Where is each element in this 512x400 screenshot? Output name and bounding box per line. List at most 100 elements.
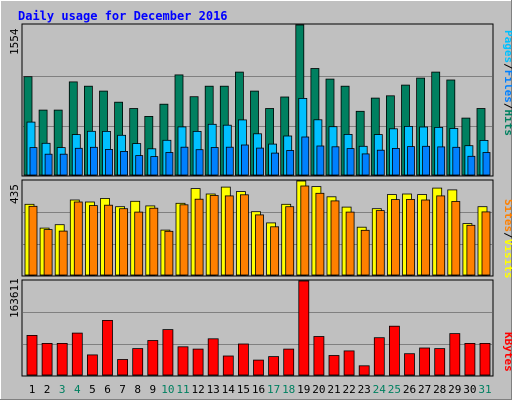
legend-top: Pages/Files/Hits: [502, 30, 512, 136]
bar-sites: [270, 226, 280, 276]
bar-sites: [194, 198, 204, 276]
bar-kbytes: [56, 342, 68, 376]
bar-sites: [73, 201, 83, 276]
x-tick-label: 30: [463, 383, 476, 396]
bar-sites: [390, 199, 400, 276]
x-tick-label: 20: [312, 383, 325, 396]
bar-pages: [437, 146, 446, 176]
x-tick-label: 18: [282, 383, 295, 396]
x-tick-label: 31: [478, 383, 491, 396]
max-label-top: 1554: [8, 28, 21, 55]
bar-sites: [330, 200, 340, 276]
bar-kbytes: [313, 336, 325, 376]
bar-sites: [209, 195, 219, 276]
bar-pages: [422, 145, 431, 176]
x-tick-label: 26: [403, 383, 416, 396]
x-tick-label: 14: [222, 383, 236, 396]
legend-files: Files: [502, 70, 512, 103]
bar-pages: [376, 149, 385, 176]
bar-sites: [421, 199, 431, 276]
bar-kbytes: [449, 333, 461, 376]
legend-mid: Sites/Visits: [502, 199, 512, 279]
bar-sites: [224, 195, 234, 276]
bar-kbytes: [283, 348, 295, 376]
bar-pages: [361, 153, 370, 176]
bar-sites: [149, 207, 159, 276]
bar-sites: [164, 230, 174, 276]
x-tick-label: 3: [59, 383, 66, 396]
bar-sites: [134, 211, 144, 276]
x-tick-label: 27: [418, 383, 431, 396]
bar-kbytes: [419, 347, 431, 376]
x-tick-label: 1: [29, 383, 36, 396]
bar-kbytes: [162, 329, 174, 376]
x-tick-label: 13: [207, 383, 220, 396]
bar-pages: [467, 155, 476, 176]
x-tick-label: 5: [89, 383, 96, 396]
x-tick-label: 10: [161, 383, 174, 396]
x-tick-label: 12: [191, 383, 204, 396]
bar-sites: [239, 194, 249, 276]
x-tick-label: 22: [342, 383, 355, 396]
bar-pages: [346, 148, 355, 176]
bar-pages: [391, 147, 400, 176]
bar-kbytes: [26, 334, 38, 376]
bar-sites: [406, 198, 415, 276]
legend-kbytes: KBytes: [502, 332, 512, 372]
bar-sites: [285, 206, 295, 276]
bar-sites: [28, 205, 38, 276]
bar-pages: [210, 147, 219, 176]
bar-sites: [300, 185, 310, 276]
bar-pages: [105, 148, 113, 176]
bar-pages: [407, 146, 415, 176]
bar-pages: [135, 155, 144, 176]
bar-kbytes: [373, 337, 385, 376]
bar-kbytes: [222, 355, 234, 376]
x-tick-label: 25: [388, 383, 401, 396]
bar-kbytes: [177, 346, 189, 376]
bar-sites: [43, 229, 53, 276]
bar-pages: [331, 146, 340, 176]
legend-visits: Visits: [502, 239, 512, 279]
bar-kbytes: [237, 343, 249, 376]
bar-pages: [286, 150, 295, 176]
bar-sites: [436, 195, 446, 276]
bar-kbytes: [87, 354, 98, 376]
bar-kbytes: [328, 355, 340, 376]
bar-pages: [120, 150, 128, 176]
bar-pages: [195, 149, 204, 176]
x-tick-label: 23: [358, 383, 371, 396]
legend-hits: Hits: [502, 110, 512, 137]
bars-layer: [23, 24, 491, 376]
bar-sites: [255, 214, 264, 276]
x-tick-label: 24: [373, 383, 387, 396]
bar-pages: [240, 144, 249, 176]
bar-pages: [316, 145, 325, 176]
bar-sites: [466, 224, 476, 276]
bar-kbytes: [388, 325, 400, 376]
bar-pages: [301, 136, 310, 176]
bar-kbytes: [207, 338, 219, 376]
bar-kbytes: [404, 353, 415, 376]
x-tick-label: 16: [252, 383, 265, 396]
chart-title: Daily usage for December 2016: [18, 9, 228, 23]
bar-kbytes: [464, 342, 476, 376]
bar-kbytes: [147, 340, 159, 376]
bar-sites: [119, 208, 128, 276]
legend-sep-1: /: [502, 63, 512, 70]
bar-sites: [89, 205, 98, 276]
bar-pages: [90, 146, 98, 176]
x-tick-label: 19: [297, 383, 310, 396]
x-tick-label: 7: [119, 383, 126, 396]
x-tick-label: 15: [237, 383, 250, 396]
bar-kbytes: [117, 359, 128, 376]
bar-sites: [481, 211, 491, 276]
x-tick-label: 8: [134, 383, 141, 396]
x-tick-label: 21: [327, 383, 340, 396]
x-tick-label: 2: [44, 383, 51, 396]
bar-pages: [225, 146, 234, 176]
x-tick-label: 28: [433, 383, 446, 396]
bar-pages: [452, 146, 461, 176]
x-tick-label: 11: [176, 383, 189, 396]
